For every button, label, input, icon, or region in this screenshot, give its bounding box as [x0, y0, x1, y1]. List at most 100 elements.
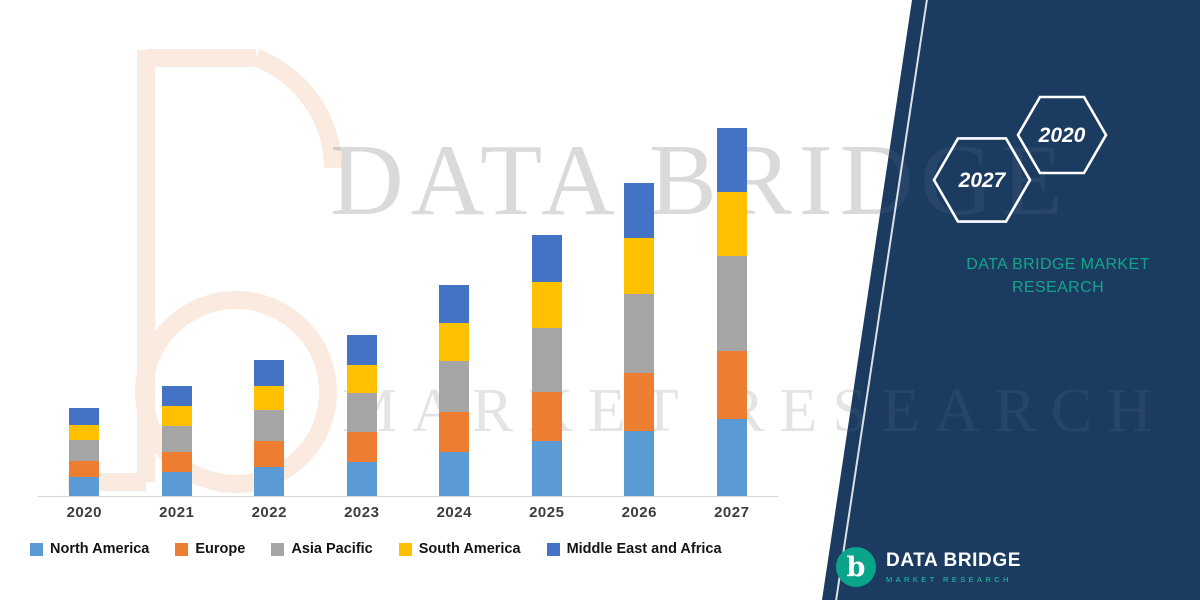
bar-segment — [161, 385, 192, 407]
legend-label: Asia Pacific — [291, 541, 373, 557]
bar-segment — [161, 451, 192, 473]
x-tick-label: 2027 — [714, 504, 750, 521]
legend-swatch-icon — [30, 542, 43, 556]
brand-panel: DATA BRIDGE MARKET RESEARCH 2027 2020 DA… — [822, 0, 1200, 600]
x-tick-label: 2022 — [251, 504, 287, 521]
bar-segment — [254, 441, 285, 467]
stacked-bar-2024 — [439, 284, 470, 496]
footer-logo: b DATA BRIDGE MARKET RESEARCH — [836, 547, 1021, 587]
legend-swatch-icon — [175, 542, 189, 556]
chart: 2020 2021 2022 2023 2024 2025 2026 2027 — [38, 90, 778, 538]
bar-segment — [531, 235, 562, 283]
x-tick-label: 2020 — [66, 504, 102, 521]
x-tick-label: 2026 — [621, 504, 657, 521]
stacked-bar-2025 — [531, 235, 562, 496]
bar-segment — [254, 385, 285, 410]
plot-area — [38, 90, 778, 497]
bar-segment — [716, 350, 747, 419]
stacked-bar-2021 — [161, 385, 192, 496]
x-tick-label: 2021 — [159, 504, 195, 521]
footer-logo-subtitle: MARKET RESEARCH — [886, 575, 1012, 584]
bar-segment — [161, 406, 192, 426]
bar-segment — [439, 323, 470, 361]
legend-label: South America — [418, 541, 521, 557]
panel-title-line1: DATA BRIDGE MARKET — [966, 256, 1150, 273]
stacked-bar-2026 — [624, 182, 655, 496]
stacked-bar-2022 — [254, 359, 285, 496]
bar-segment — [161, 472, 192, 496]
bar-segment — [439, 284, 470, 324]
bar-segment — [439, 360, 470, 413]
legend-label: North America — [50, 541, 150, 557]
bar-segment — [254, 466, 285, 496]
bar-segment — [346, 393, 377, 432]
x-tick-label: 2024 — [436, 504, 472, 521]
bar-segment — [531, 441, 562, 496]
bar-segment — [624, 294, 655, 373]
stacked-bar-2027 — [716, 128, 747, 496]
legend-item: Europe — [175, 541, 245, 557]
hexagon-2027-label: 2027 — [958, 169, 1007, 192]
x-axis-labels: 2020 2021 2022 2023 2024 2025 2026 2027 — [38, 504, 778, 521]
stacked-bar-2023 — [346, 335, 377, 496]
legend-label: Middle East and Africa — [566, 541, 722, 557]
bar-segment — [531, 328, 562, 393]
footer-logo-title: DATA BRIDGE — [886, 550, 1022, 571]
bar-segment — [439, 412, 470, 452]
legend-item: Asia Pacific — [271, 541, 373, 557]
bar-column-2026 — [593, 90, 686, 496]
x-tick-label: 2025 — [529, 504, 565, 521]
x-tick-label: 2023 — [344, 504, 380, 521]
legend-item: South America — [398, 541, 521, 557]
bar-segment — [716, 256, 747, 351]
stacked-bar-2020 — [69, 407, 100, 496]
legend-item: Middle East and Africa — [546, 541, 722, 557]
hexagon-2020 — [1016, 95, 1108, 175]
bar-segment — [624, 430, 655, 496]
bar-segment — [531, 392, 562, 442]
bar-segment — [624, 182, 655, 239]
legend-label: Europe — [195, 541, 246, 557]
bar-segment — [254, 409, 285, 442]
bar-segment — [69, 460, 100, 478]
footer-logo-text: DATA BRIDGE MARKET RESEARCH — [886, 550, 1021, 584]
bar-segment — [716, 128, 747, 193]
bar-segment — [69, 425, 100, 441]
bar-column-2027 — [686, 90, 779, 496]
bar-segment — [346, 461, 377, 496]
legend-swatch-icon — [271, 542, 285, 556]
panel-watermark-line2: MARKET RESEARCH — [822, 377, 1167, 445]
hexagon-2027 — [932, 137, 1032, 223]
bar-segment — [161, 425, 192, 452]
bar-segment — [69, 407, 100, 426]
bar-segment — [624, 238, 655, 295]
bar-segment — [531, 282, 562, 329]
bar-segment — [716, 418, 747, 496]
year-hexagons: 2027 2020 — [932, 95, 1108, 223]
bar-column-2020 — [38, 90, 131, 496]
bar-segment — [624, 372, 655, 431]
bar-segment — [254, 359, 285, 386]
chart-legend: North America Europe Asia Pacific South Ame… — [30, 541, 722, 557]
bar-segment — [346, 431, 377, 462]
legend-swatch-icon — [546, 542, 560, 556]
bar-segment — [716, 192, 747, 257]
bar-segment — [439, 451, 470, 496]
bar-column-2024 — [408, 90, 501, 496]
bar-column-2021 — [131, 90, 224, 496]
bar-segment — [346, 335, 377, 366]
legend-item: North America — [30, 541, 149, 557]
diagonal-accent-line — [831, 0, 930, 600]
bar-segment — [69, 477, 100, 496]
data-bridge-logo-icon: b — [836, 547, 876, 587]
bar-column-2025 — [501, 90, 594, 496]
panel-title: DATA BRIDGE MARKET RESEARCH — [908, 253, 1200, 299]
bar-column-2022 — [223, 90, 316, 496]
brand-b-watermark-icon — [68, 49, 342, 493]
bar-segment — [346, 365, 377, 394]
hexagon-2020-label: 2020 — [1038, 124, 1086, 147]
bar-segment — [69, 440, 100, 461]
bar-column-2023 — [316, 90, 409, 496]
legend-swatch-icon — [398, 542, 412, 556]
